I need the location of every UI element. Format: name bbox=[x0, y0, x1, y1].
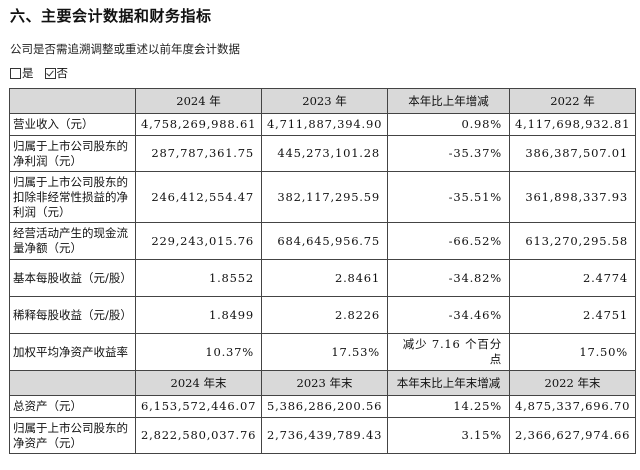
cell-2022: 386,387,507.01 bbox=[509, 135, 636, 172]
table-header-row: 2024 年 2023 年 本年比上年增减 2022 年 bbox=[9, 88, 636, 114]
cell-2023: 382,117,295.59 bbox=[261, 171, 388, 223]
cell-2022: 17.50% bbox=[509, 333, 636, 371]
checkbox-no-checked-icon[interactable] bbox=[44, 67, 56, 79]
cell-change: 减少 7.16 个百分点 bbox=[387, 333, 510, 371]
cell-2022: 2,366,627,974.66 bbox=[509, 417, 636, 454]
checkbox-yes-icon[interactable] bbox=[10, 67, 21, 79]
row-label: 归属于上市公司股东的净利润（元） bbox=[9, 135, 136, 172]
cell-change: 3.15% bbox=[387, 417, 510, 454]
table-row: 营业收入（元） 4,758,269,988.61 4,711,887,394.9… bbox=[9, 113, 636, 136]
cell-2023: 2.8461 bbox=[261, 259, 388, 297]
cell-2022: 613,270,295.58 bbox=[509, 222, 636, 260]
cell-2023: 2.8226 bbox=[261, 296, 388, 334]
cell-change: -66.52% bbox=[387, 222, 510, 260]
table-row: 加权平均净资产收益率 10.37% 17.53% 减少 7.16 个百分点 17… bbox=[9, 333, 636, 371]
table-row: 稀释每股收益（元/股） 1.8499 2.8226 -34.46% 2.4751 bbox=[9, 296, 636, 334]
row-label: 归属于上市公司股东的扣除非经常性损益的净利润（元） bbox=[9, 171, 136, 223]
table-row: 归属于上市公司股东的净利润（元） 287,787,361.75 445,273,… bbox=[9, 135, 636, 172]
header-cell-2024-end: 2024 年末 bbox=[135, 370, 262, 396]
cell-2023: 17.53% bbox=[261, 333, 388, 371]
cell-change: -34.82% bbox=[387, 259, 510, 297]
financial-indicators-table: 2024 年 2023 年 本年比上年增减 2022 年 营业收入（元） 4,7… bbox=[9, 88, 636, 454]
table-row: 基本每股收益（元/股） 1.8552 2.8461 -34.82% 2.4774 bbox=[9, 259, 636, 297]
row-label: 经营活动产生的现金流量净额（元） bbox=[9, 222, 136, 260]
cell-2022: 361,898,337.93 bbox=[509, 171, 636, 223]
row-label: 营业收入（元） bbox=[9, 113, 136, 136]
cell-change: 0.98% bbox=[387, 113, 510, 136]
header-cell-2024: 2024 年 bbox=[135, 88, 262, 114]
section-title: 六、主要会计数据和财务指标 bbox=[10, 7, 212, 25]
row-label: 总资产（元） bbox=[9, 395, 136, 418]
cell-2023: 2,736,439,789.43 bbox=[261, 417, 388, 454]
table-row: 归属于上市公司股东的净资产（元） 2,822,580,037.76 2,736,… bbox=[9, 417, 636, 454]
restatement-choices: 是 否 bbox=[10, 65, 76, 81]
header-cell-change: 本年比上年增减 bbox=[387, 88, 510, 114]
cell-2023: 4,711,887,394.90 bbox=[261, 113, 388, 136]
choice-no-label: 否 bbox=[56, 66, 69, 80]
row-label: 归属于上市公司股东的净资产（元） bbox=[9, 417, 136, 454]
header-cell-2023: 2023 年 bbox=[261, 88, 388, 114]
cell-2024: 10.37% bbox=[135, 333, 262, 371]
cell-2023: 684,645,956.75 bbox=[261, 222, 388, 260]
cell-2022: 4,875,337,696.70 bbox=[509, 395, 636, 418]
cell-2023: 5,386,286,200.56 bbox=[261, 395, 388, 418]
cell-2024: 229,243,015.76 bbox=[135, 222, 262, 260]
header-cell-2022: 2022 年 bbox=[509, 88, 636, 114]
cell-2024: 246,412,554.47 bbox=[135, 171, 262, 223]
cell-2024: 2,822,580,037.76 bbox=[135, 417, 262, 454]
cell-2024: 287,787,361.75 bbox=[135, 135, 262, 172]
cell-2022: 2.4774 bbox=[509, 259, 636, 297]
header-cell-2022-end: 2022 年末 bbox=[509, 370, 636, 396]
cell-change: 14.25% bbox=[387, 395, 510, 418]
cell-2024: 1.8552 bbox=[135, 259, 262, 297]
table-header-row-year-end: 2024 年末 2023 年末 本年末比上年末增减 2022 年末 bbox=[9, 370, 636, 396]
row-label: 稀释每股收益（元/股） bbox=[9, 296, 136, 334]
header-cell-2023-end: 2023 年末 bbox=[261, 370, 388, 396]
cell-2022: 2.4751 bbox=[509, 296, 636, 334]
table-row: 归属于上市公司股东的扣除非经常性损益的净利润（元） 246,412,554.47… bbox=[9, 171, 636, 223]
cell-2022: 4,117,698,932.81 bbox=[509, 113, 636, 136]
cell-change: -34.46% bbox=[387, 296, 510, 334]
cell-2024: 6,153,572,446.07 bbox=[135, 395, 262, 418]
table-row: 经营活动产生的现金流量净额（元） 229,243,015.76 684,645,… bbox=[9, 222, 636, 260]
cell-2024: 1.8499 bbox=[135, 296, 262, 334]
choice-no[interactable]: 否 bbox=[44, 65, 69, 81]
row-label: 基本每股收益（元/股） bbox=[9, 259, 136, 297]
choice-yes[interactable]: 是 bbox=[10, 65, 34, 81]
cell-change: -35.51% bbox=[387, 171, 510, 223]
header-cell-blank bbox=[9, 88, 136, 114]
header-cell-blank bbox=[9, 370, 136, 396]
row-label: 加权平均净资产收益率 bbox=[9, 333, 136, 371]
cell-2024: 4,758,269,988.61 bbox=[135, 113, 262, 136]
header-cell-change-end: 本年末比上年末增减 bbox=[387, 370, 510, 396]
choice-yes-label: 是 bbox=[22, 66, 34, 80]
table-row: 总资产（元） 6,153,572,446.07 5,386,286,200.56… bbox=[9, 395, 636, 418]
cell-change: -35.37% bbox=[387, 135, 510, 172]
restatement-question: 公司是否需追溯调整或重述以前年度会计数据 bbox=[10, 42, 240, 56]
cell-2023: 445,273,101.28 bbox=[261, 135, 388, 172]
